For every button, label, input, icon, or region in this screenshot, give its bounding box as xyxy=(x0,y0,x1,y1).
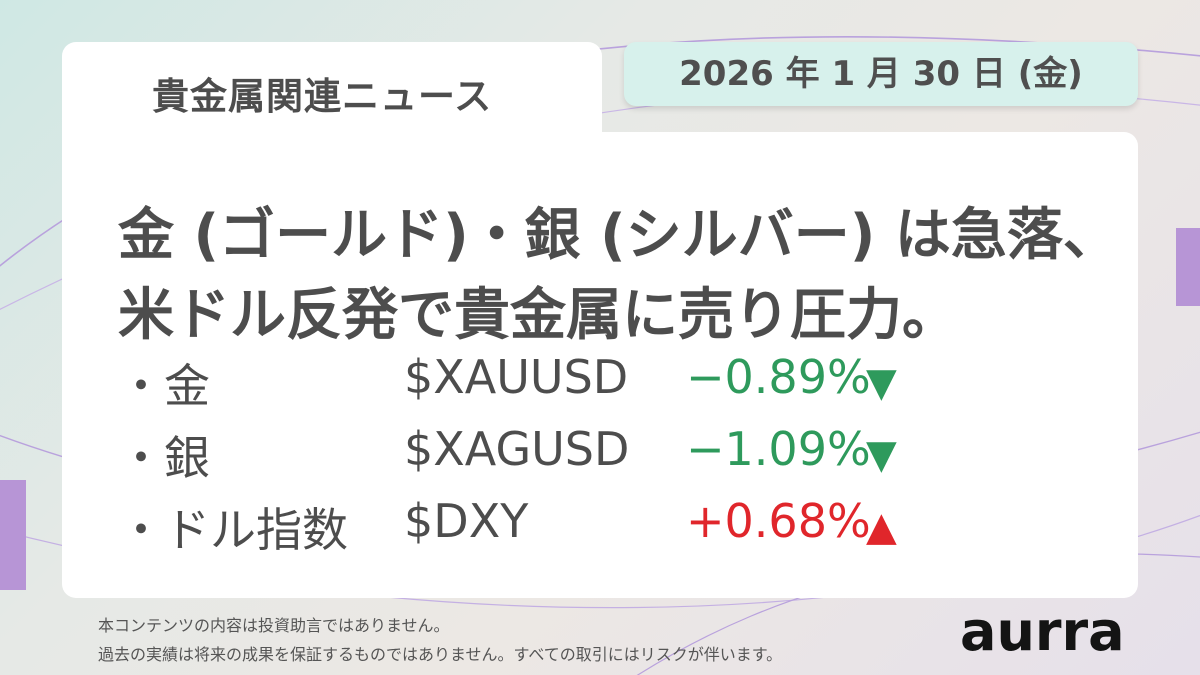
news-card xyxy=(62,132,1138,598)
date-badge: 2026 年 1 月 30 日 (金) xyxy=(624,42,1138,106)
decorative-accent-bar-right xyxy=(1176,228,1200,306)
asset-name: ・金 xyxy=(118,359,210,413)
asset-ticker: $XAGUSD xyxy=(404,422,630,476)
asset-name: ・ドル指数 xyxy=(118,503,348,557)
asset-ticker: $XAUUSD xyxy=(404,350,629,404)
price-change: −0.89% xyxy=(686,350,871,404)
asset-name: ・銀 xyxy=(118,431,210,485)
down-arrow-icon: ▼ xyxy=(866,360,897,406)
date-text: 2026 年 1 月 30 日 (金) xyxy=(679,54,1083,94)
price-change: −1.09% xyxy=(686,422,871,476)
asset-ticker: $DXY xyxy=(404,494,529,548)
brand-logo: aurra xyxy=(960,600,1125,663)
headline-line-1: 金 (ゴールド)・銀 (シルバー) は急落、 xyxy=(118,203,1119,268)
decorative-accent-bar-left xyxy=(0,480,26,590)
down-arrow-icon: ▼ xyxy=(866,432,897,478)
headline-line-2: 米ドル反発で貴金属に売り圧力。 xyxy=(118,283,958,348)
disclaimer-line-1: 本コンテンツの内容は投資助言ではありません。 xyxy=(98,616,450,635)
disclaimer-line-2: 過去の実績は将来の成果を保証するものではありません。すべての取引にはリスクが伴い… xyxy=(98,645,783,664)
price-row-silver: ・銀 $XAGUSD −1.09% ▼ xyxy=(118,422,998,492)
price-row-dollar-index: ・ドル指数 $DXY +0.68% ▲ xyxy=(118,494,998,564)
price-row-gold: ・金 $XAUUSD −0.89% ▼ xyxy=(118,350,998,420)
price-change: +0.68% xyxy=(686,494,871,548)
up-arrow-icon: ▲ xyxy=(866,504,897,550)
section-title: 貴金属関連ニュース xyxy=(152,75,493,118)
